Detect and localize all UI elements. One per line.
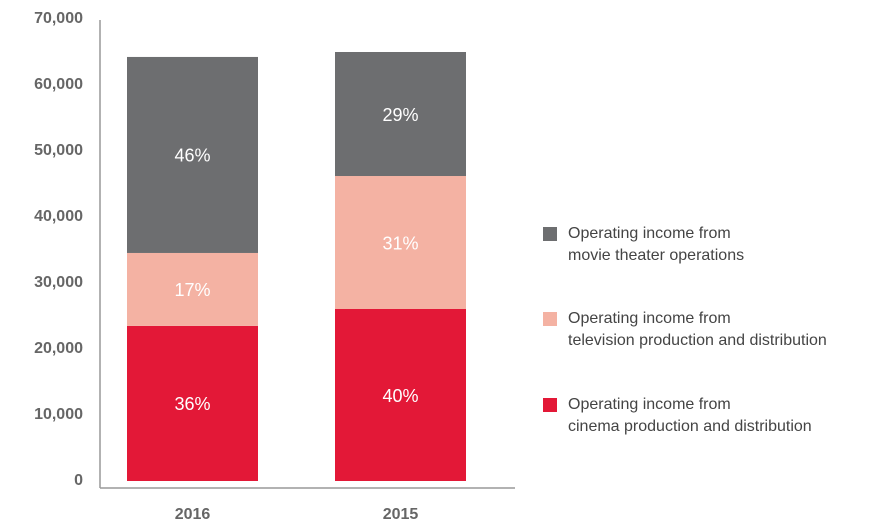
y-tick-label: 40,000 [34, 208, 83, 225]
legend-label: cinema production and distribution [568, 418, 812, 435]
legend-label: Operating income from [568, 310, 731, 327]
legend-label: Operating income from [568, 396, 731, 413]
bar-segment [335, 52, 466, 177]
bar-segment [335, 309, 466, 481]
segment-label: 46% [174, 146, 210, 166]
y-tick-label: 20,000 [34, 340, 83, 357]
y-tick-label: 10,000 [34, 406, 83, 423]
legend-swatch [543, 312, 557, 326]
x-tick-label: 2015 [383, 506, 419, 523]
segment-label: 40% [382, 386, 418, 406]
y-tick-label: 50,000 [34, 142, 83, 159]
legend-label: Operating income from [568, 225, 731, 242]
bar-segment [335, 176, 466, 310]
legend-label: movie theater operations [568, 247, 744, 264]
segment-label: 31% [382, 233, 418, 253]
segment-label: 29% [382, 105, 418, 125]
bar-segment [127, 325, 258, 481]
y-tick-label: 30,000 [34, 274, 83, 291]
y-tick-label: 0 [74, 472, 83, 489]
y-tick-label: 60,000 [34, 76, 83, 93]
y-tick-label: 70,000 [34, 10, 83, 27]
legend-label: television production and distribution [568, 332, 827, 349]
segment-label: 17% [174, 280, 210, 300]
segment-label: 36% [174, 394, 210, 414]
legend-swatch [543, 227, 557, 241]
bar-segment [127, 252, 258, 326]
legend-swatch [543, 398, 557, 412]
x-tick-label: 2016 [175, 506, 211, 523]
bar-segment [127, 56, 258, 253]
